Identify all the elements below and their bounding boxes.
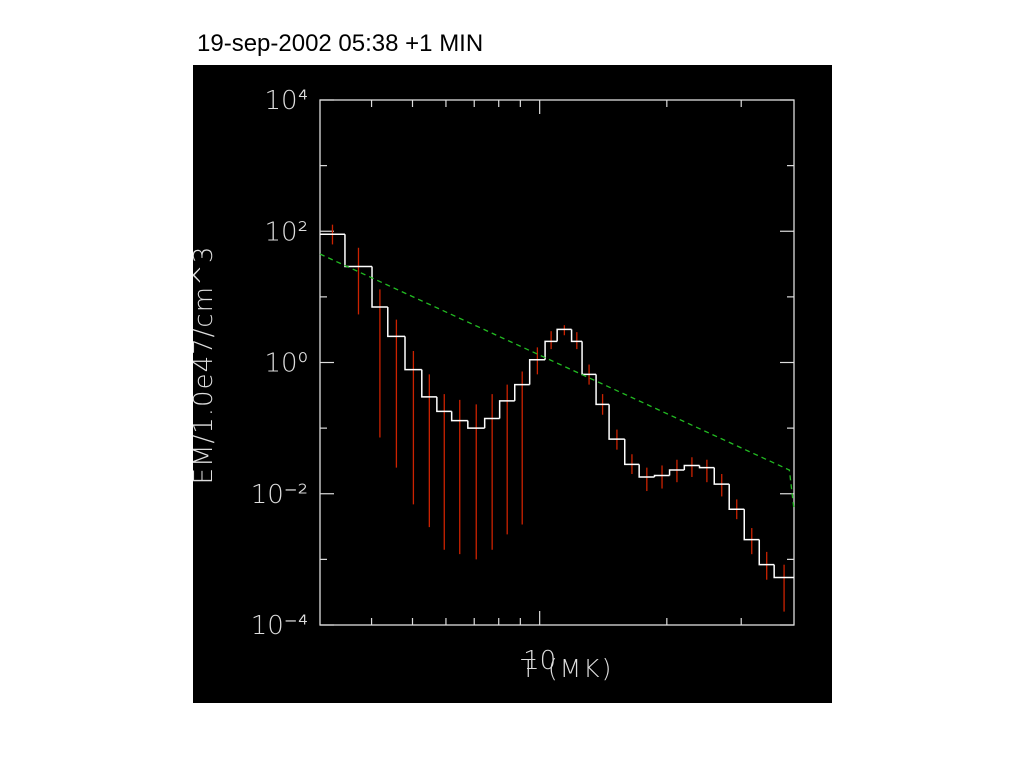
histogram-step [653,474,670,477]
histogram-step [758,539,775,566]
x-axis-label: T (MK) [521,654,614,683]
histogram-step [404,336,422,371]
histogram-step [556,328,572,342]
histogram-step [743,509,760,541]
plot-panel: T (MK) EM/1.0e47/cm^3 10⁻⁴ 10⁻² 10⁰ 10² 10⁴ 1… [189,65,832,703]
histogram-step [344,234,373,268]
histogram-step [371,266,388,308]
histogram-step [483,417,500,429]
histogram-step [623,439,640,466]
histogram-step [683,464,700,471]
histogram-step [513,383,530,401]
chart-title: 19-sep-2002 05:38 +1 MIN [197,30,483,57]
histogram-step [698,465,715,469]
y-tick-label: 10⁻⁴ [251,611,308,641]
histogram-step [773,564,794,579]
y-tick-label: 10⁻² [251,480,308,510]
histogram-step [450,411,468,422]
histogram-step [544,340,558,360]
x-tick-label: 10 [523,646,556,676]
histogram-step [436,396,452,413]
y-tick-label: 10⁰ [264,349,308,379]
histogram-step [387,307,406,338]
panel-background [193,65,832,703]
histogram-step [595,374,610,406]
y-tick-label: 10⁴ [264,86,308,116]
histogram-step [528,359,546,385]
histogram-step [608,404,625,440]
histogram-step [638,464,655,478]
histogram-step [570,329,583,343]
histogram-step [498,400,515,419]
y-axis-label: EM/1.0e47/cm^3 [189,246,219,485]
histogram-step [421,369,437,398]
histogram-step [728,484,745,511]
fit-line [319,253,795,510]
histogram-step [467,420,485,429]
y-tick-label: 10² [264,217,308,247]
histogram-step [668,469,685,476]
plot-group: T (MK) EM/1.0e47/cm^3 10⁻⁴ 10⁻² 10⁰ 10² 10⁴ 1… [189,86,795,683]
histogram-step [713,467,730,485]
